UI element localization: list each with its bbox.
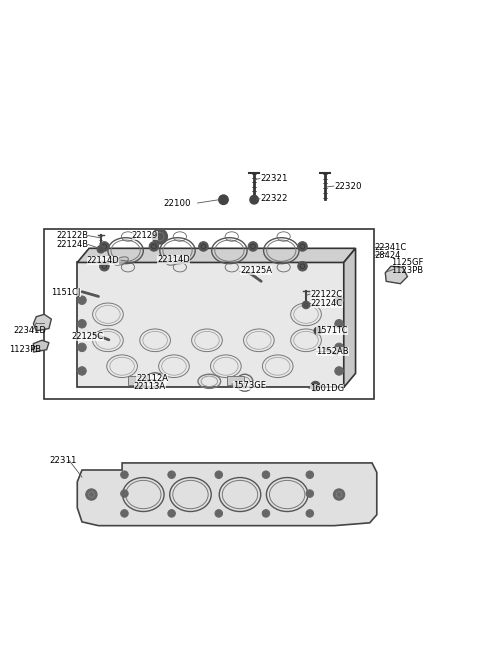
Circle shape [168, 471, 175, 478]
Polygon shape [77, 463, 377, 526]
Text: 22113A: 22113A [134, 382, 166, 391]
Polygon shape [77, 248, 356, 262]
Ellipse shape [167, 257, 181, 265]
Polygon shape [34, 340, 49, 352]
Circle shape [168, 510, 175, 517]
Text: 22122B: 22122B [56, 231, 88, 240]
Circle shape [199, 242, 208, 251]
Text: 1573GE: 1573GE [233, 380, 266, 390]
Circle shape [97, 246, 105, 253]
Text: 22125A: 22125A [240, 265, 272, 275]
Bar [128, 376, 145, 385]
Circle shape [149, 242, 158, 251]
Bar [227, 376, 244, 385]
Bar [44, 229, 374, 399]
Text: 22112A: 22112A [136, 374, 168, 384]
Circle shape [100, 242, 109, 251]
Text: 22322: 22322 [261, 194, 288, 203]
Circle shape [120, 471, 128, 478]
Circle shape [314, 327, 322, 334]
Circle shape [335, 343, 343, 351]
Text: 22129: 22129 [132, 231, 158, 240]
Circle shape [78, 319, 86, 328]
Text: 22122C: 22122C [311, 290, 343, 298]
Text: 1152AB: 1152AB [316, 347, 349, 355]
Circle shape [120, 490, 128, 497]
Circle shape [78, 296, 86, 304]
Text: 22311: 22311 [49, 456, 76, 465]
Circle shape [335, 296, 343, 304]
Circle shape [152, 229, 168, 244]
Circle shape [215, 471, 223, 478]
Circle shape [335, 319, 343, 328]
Circle shape [311, 381, 320, 391]
Circle shape [100, 261, 109, 271]
Text: 22321: 22321 [261, 174, 288, 183]
Text: 1125GF: 1125GF [391, 258, 423, 267]
Text: 22100: 22100 [163, 198, 191, 208]
Circle shape [298, 242, 307, 251]
Circle shape [219, 195, 228, 204]
Circle shape [298, 261, 307, 271]
Text: 28424: 28424 [374, 251, 401, 260]
Text: 22341D: 22341D [13, 327, 47, 335]
Text: 22125C: 22125C [72, 332, 104, 341]
Circle shape [78, 367, 86, 375]
Circle shape [248, 242, 258, 251]
Circle shape [306, 510, 313, 517]
Polygon shape [77, 262, 344, 388]
Text: 1601DG: 1601DG [310, 384, 344, 393]
Circle shape [306, 471, 313, 478]
Text: 22124C: 22124C [311, 299, 343, 308]
Text: 1123PB: 1123PB [391, 266, 423, 275]
Circle shape [120, 510, 128, 517]
Ellipse shape [114, 257, 128, 265]
Polygon shape [34, 314, 51, 331]
Text: 22124B: 22124B [56, 240, 88, 249]
Circle shape [86, 489, 97, 500]
Text: 1151CJ: 1151CJ [51, 288, 81, 297]
Text: 22320: 22320 [335, 181, 362, 191]
Circle shape [334, 489, 345, 500]
Circle shape [335, 367, 343, 375]
Text: 22341C: 22341C [374, 243, 407, 252]
Text: 1571TC: 1571TC [316, 327, 348, 335]
Circle shape [302, 301, 310, 309]
Polygon shape [385, 266, 408, 284]
Text: 22114D: 22114D [87, 256, 120, 265]
Circle shape [215, 510, 223, 517]
Text: 22114D: 22114D [157, 255, 190, 263]
Circle shape [250, 196, 258, 204]
Polygon shape [344, 248, 356, 388]
Text: 1123PB: 1123PB [9, 345, 41, 354]
Circle shape [78, 343, 86, 351]
Circle shape [262, 510, 270, 517]
Circle shape [306, 490, 313, 497]
Circle shape [262, 471, 270, 478]
